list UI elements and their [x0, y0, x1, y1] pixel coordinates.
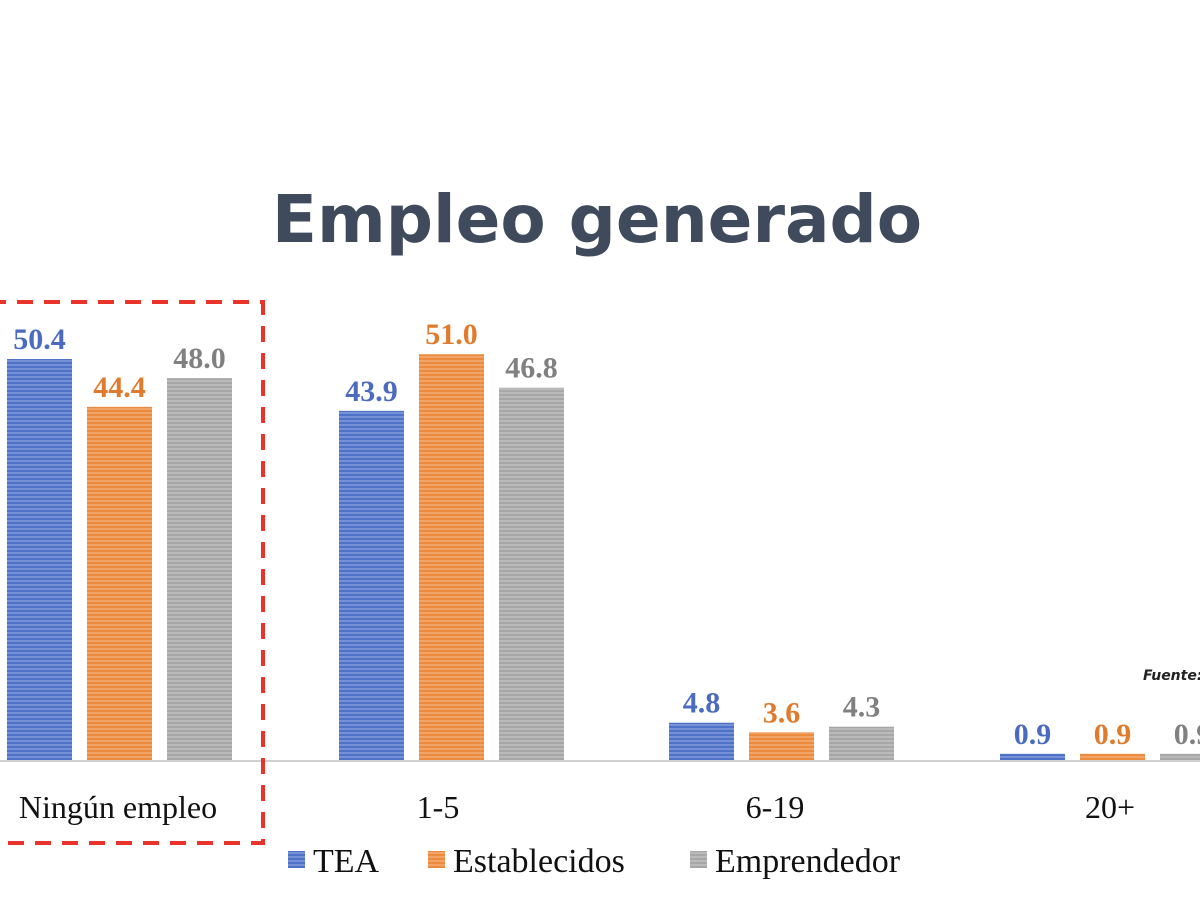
- data-label: 4.8: [683, 687, 721, 720]
- legend-label: Emprendedor: [715, 843, 901, 880]
- category-label: Ningún empleo: [19, 789, 217, 825]
- data-label: 0.9: [1174, 718, 1200, 751]
- data-label: 50.4: [13, 323, 66, 356]
- bar-texture: [669, 722, 734, 761]
- legend-item-emprendedor: Emprendedor: [690, 843, 901, 880]
- data-label: 0.9: [1094, 718, 1132, 751]
- data-label: 43.9: [345, 375, 398, 408]
- bar-texture: [1080, 753, 1145, 761]
- data-label: 0.9: [1014, 718, 1052, 751]
- data-label: 46.8: [505, 352, 558, 385]
- legend-item-tea: TEA: [288, 843, 380, 880]
- bar-texture: [829, 726, 894, 761]
- category-label: 20+: [1085, 789, 1135, 825]
- chart-title: Empleo generado: [272, 181, 922, 258]
- bar-texture: [749, 732, 814, 761]
- bar-texture: [7, 359, 72, 761]
- bar-texture: [87, 406, 152, 761]
- bar-texture: [1000, 753, 1065, 761]
- legend-item-establecidos: Establecidos: [428, 843, 625, 880]
- bar-texture: [167, 378, 232, 761]
- legend-swatch-texture: [428, 851, 445, 868]
- data-label: 44.4: [93, 371, 146, 404]
- data-label: 4.3: [843, 691, 881, 724]
- bar-texture: [1160, 753, 1200, 761]
- legend-label: TEA: [313, 843, 380, 880]
- legend-swatch-texture: [690, 851, 707, 868]
- data-label: 3.6: [763, 696, 801, 729]
- highlight-box: [0, 300, 265, 845]
- category-label: 6-19: [746, 789, 805, 825]
- bar-texture: [339, 410, 404, 761]
- data-label: 48.0: [173, 342, 226, 375]
- legend-label: Establecidos: [453, 843, 625, 880]
- bar-texture: [499, 387, 564, 761]
- source-note: Fuente:: [1143, 668, 1200, 684]
- bars-group: 50.4 44.4 48.0 Ningún empleo 43.9 51.0 46.8 1-5…: [7, 318, 1200, 825]
- bar-texture: [419, 354, 484, 761]
- data-label: 51.0: [425, 318, 478, 351]
- legend: TEA Establecidos Emprendedor: [288, 843, 901, 880]
- legend-swatch-texture: [288, 851, 305, 868]
- category-label: 1-5: [417, 789, 460, 825]
